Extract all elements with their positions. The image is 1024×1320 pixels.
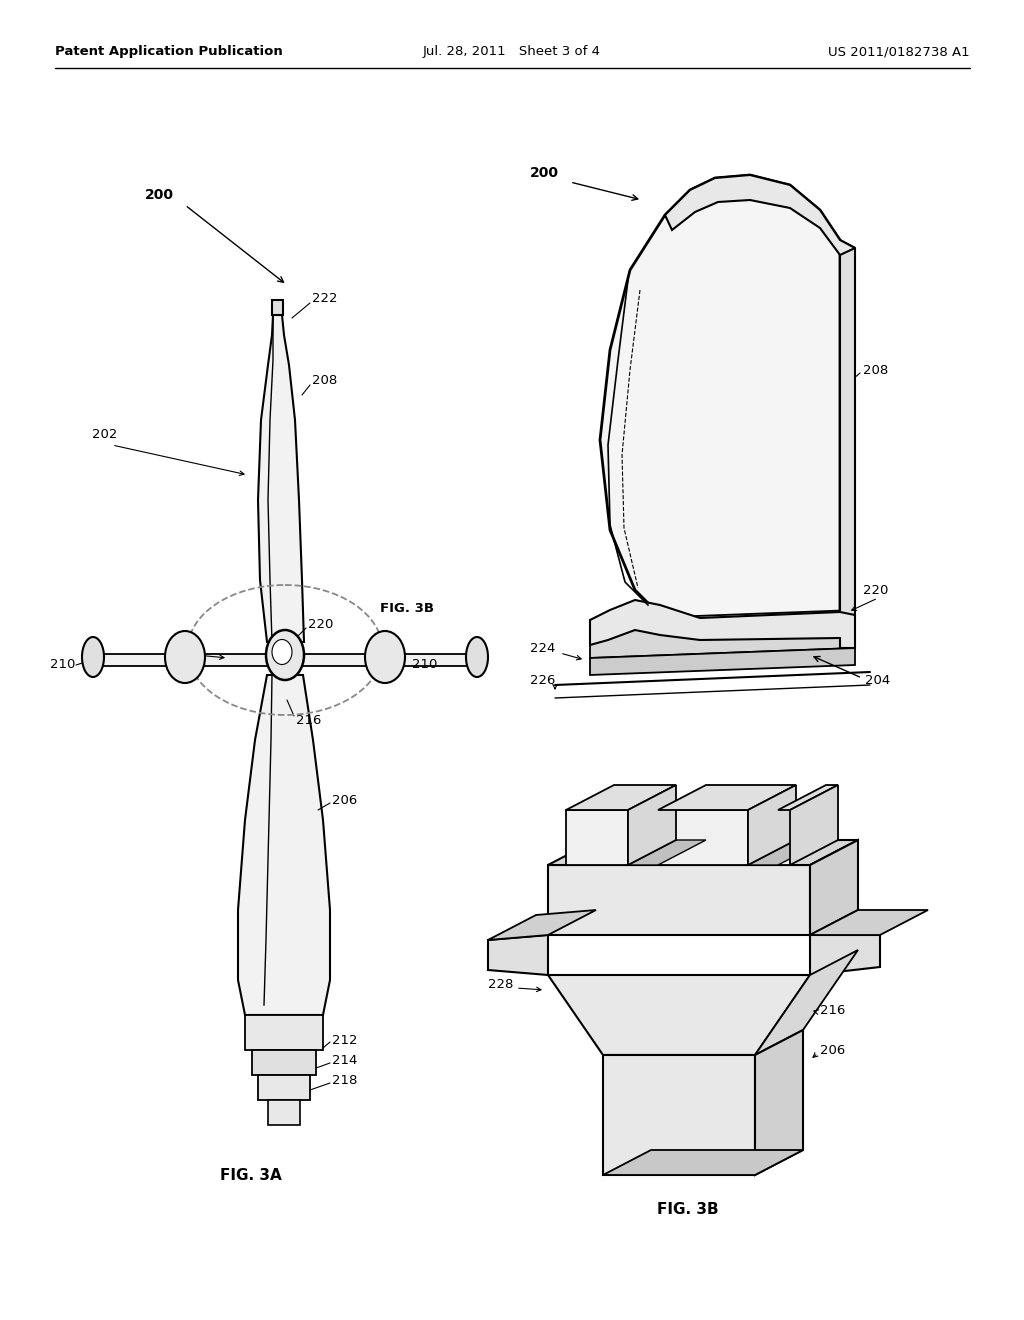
- Text: 204: 204: [865, 673, 890, 686]
- Text: 206: 206: [820, 1044, 845, 1056]
- Polygon shape: [238, 675, 330, 1015]
- Polygon shape: [790, 785, 838, 865]
- Text: 220: 220: [863, 583, 889, 597]
- Polygon shape: [566, 810, 628, 865]
- Ellipse shape: [82, 638, 104, 677]
- Polygon shape: [628, 840, 706, 865]
- Polygon shape: [778, 810, 790, 865]
- Polygon shape: [548, 865, 810, 935]
- Text: 208: 208: [312, 374, 337, 387]
- Polygon shape: [548, 975, 810, 1055]
- Polygon shape: [628, 785, 676, 865]
- Polygon shape: [245, 1015, 323, 1049]
- Ellipse shape: [165, 631, 205, 682]
- Ellipse shape: [466, 638, 488, 677]
- Polygon shape: [603, 1055, 755, 1175]
- Polygon shape: [268, 1100, 300, 1125]
- Text: 226: 226: [530, 673, 555, 686]
- Text: 220: 220: [308, 619, 334, 631]
- Polygon shape: [258, 315, 304, 642]
- Ellipse shape: [365, 631, 406, 682]
- Polygon shape: [755, 1030, 803, 1175]
- Polygon shape: [488, 935, 548, 975]
- Polygon shape: [252, 1049, 316, 1074]
- Polygon shape: [590, 601, 855, 648]
- Polygon shape: [566, 785, 676, 810]
- Polygon shape: [590, 610, 855, 657]
- Polygon shape: [810, 909, 928, 935]
- Polygon shape: [488, 909, 596, 940]
- Polygon shape: [810, 935, 880, 975]
- Polygon shape: [748, 785, 796, 865]
- Text: 200: 200: [530, 166, 559, 180]
- Ellipse shape: [272, 639, 292, 664]
- Text: 214: 214: [332, 1053, 357, 1067]
- Text: FIG. 3A: FIG. 3A: [220, 1167, 282, 1183]
- Polygon shape: [665, 176, 855, 255]
- Text: 202: 202: [92, 429, 118, 441]
- Polygon shape: [272, 300, 283, 315]
- Text: 204: 204: [178, 645, 203, 659]
- Polygon shape: [548, 840, 858, 865]
- Text: 228: 228: [488, 978, 513, 991]
- Text: 224: 224: [530, 642, 555, 655]
- Text: 206: 206: [332, 793, 357, 807]
- Text: Jul. 28, 2011  Sheet 3 of 4: Jul. 28, 2011 Sheet 3 of 4: [423, 45, 601, 58]
- Polygon shape: [258, 1074, 310, 1100]
- Text: 218: 218: [332, 1073, 357, 1086]
- Text: US 2011/0182738 A1: US 2011/0182738 A1: [828, 45, 970, 58]
- Text: 222: 222: [312, 292, 338, 305]
- Text: 208: 208: [863, 363, 888, 376]
- Polygon shape: [658, 785, 796, 810]
- Polygon shape: [600, 176, 840, 630]
- Text: 216: 216: [296, 714, 322, 726]
- Text: 216: 216: [820, 1003, 846, 1016]
- Text: FIG. 3B: FIG. 3B: [657, 1203, 719, 1217]
- Polygon shape: [810, 840, 858, 935]
- Polygon shape: [590, 648, 855, 675]
- Polygon shape: [603, 1150, 803, 1175]
- Polygon shape: [90, 653, 480, 667]
- Polygon shape: [840, 240, 855, 615]
- Text: Patent Application Publication: Patent Application Publication: [55, 45, 283, 58]
- Text: 212: 212: [332, 1034, 357, 1047]
- Polygon shape: [748, 840, 826, 865]
- Text: FIG. 3B: FIG. 3B: [380, 602, 434, 615]
- Text: 210: 210: [412, 659, 437, 672]
- Polygon shape: [778, 785, 838, 810]
- Ellipse shape: [266, 630, 304, 680]
- Polygon shape: [658, 810, 748, 865]
- Polygon shape: [755, 950, 858, 1055]
- Text: 200: 200: [145, 187, 174, 202]
- Text: 210: 210: [49, 659, 75, 672]
